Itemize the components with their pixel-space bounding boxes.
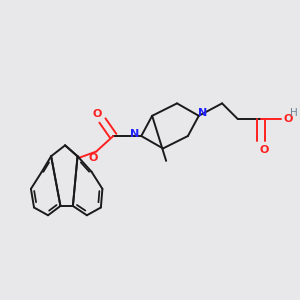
- Text: N: N: [198, 108, 207, 118]
- Text: O: O: [260, 145, 269, 155]
- Text: O: O: [92, 109, 101, 119]
- Text: O: O: [88, 153, 98, 163]
- Text: O: O: [283, 114, 293, 124]
- Text: H: H: [290, 108, 298, 118]
- Text: N: N: [130, 128, 139, 139]
